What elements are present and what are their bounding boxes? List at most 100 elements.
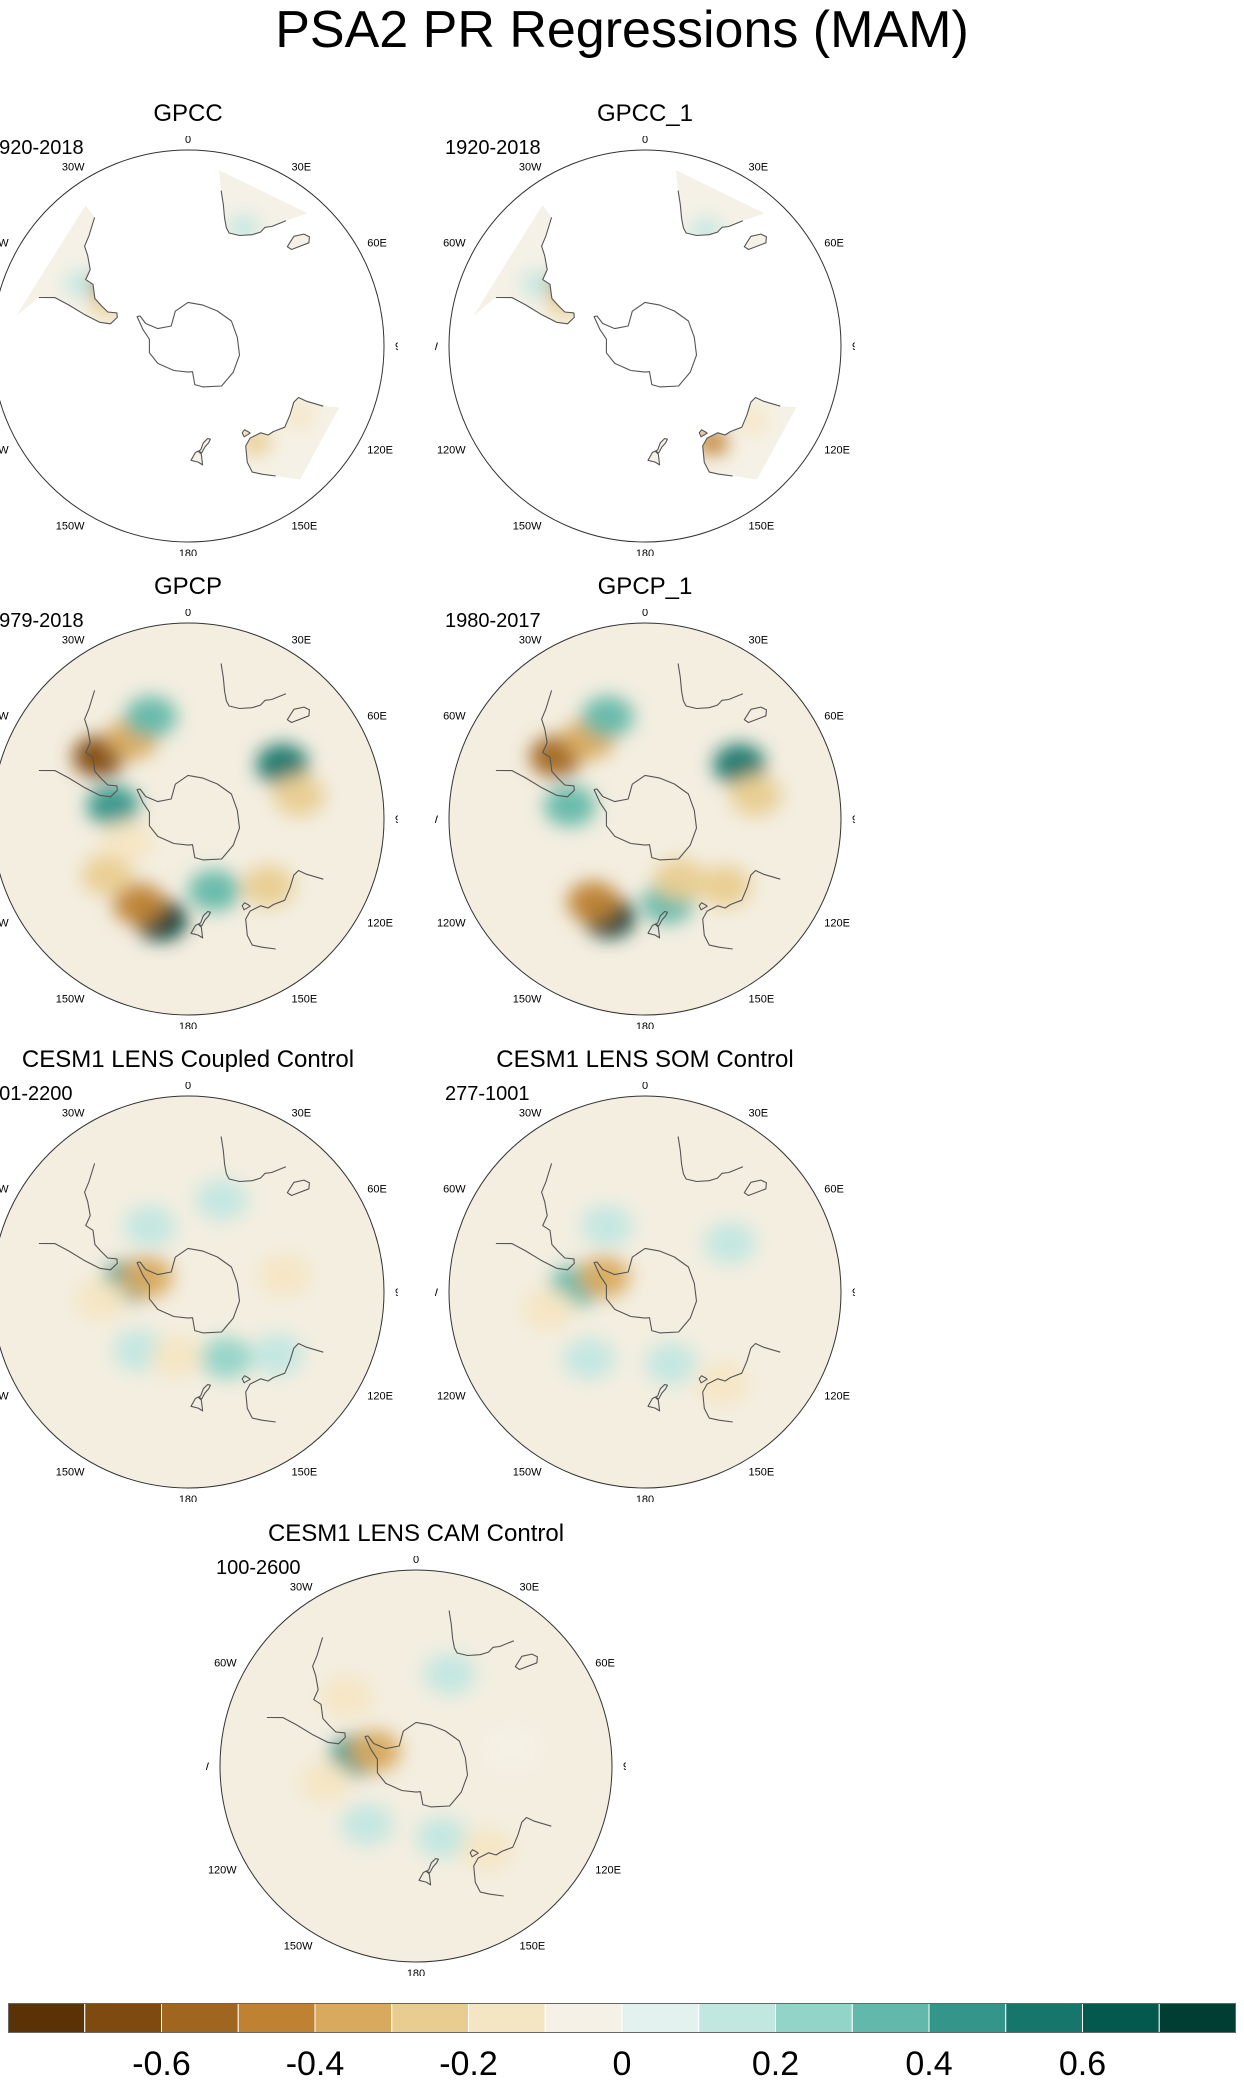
- longitude-label: 30W: [62, 635, 85, 647]
- polar-map: 030E60E90E120E150E180150W120W90W60W30W: [0, 1082, 398, 1502]
- coastline: [190, 923, 204, 939]
- longitude-label: 150E: [749, 520, 775, 532]
- coastline: [190, 1396, 204, 1412]
- map-panel-coupled: CESM1 LENS Coupled Control 0 30E 60E 90E 120E…: [0, 1046, 398, 1506]
- coastline: [495, 217, 575, 325]
- colorbar-swatch: [1158, 2003, 1236, 2034]
- colorbar-swatch: [1005, 2003, 1083, 2034]
- coastline: [593, 1247, 698, 1334]
- colorbar-swatch: [698, 2003, 776, 2034]
- panel-title: GPCP_1: [597, 573, 693, 600]
- regression-blob: [580, 1205, 633, 1247]
- coastline: [286, 1179, 310, 1197]
- map-panel-som: CESM1 LENS SOM Control 0 30E 60E 90E 120E 150E…: [435, 1046, 855, 1506]
- regression-blob: [578, 1256, 631, 1298]
- colorbar-swatch: [314, 2003, 393, 2034]
- longitude-label: 0: [642, 609, 648, 619]
- colorbar-swatch: [621, 2003, 700, 2034]
- polar-map: 030E60E90E120E150E180150W120W90W60W30W: [435, 136, 855, 556]
- polar-map: 030E60E90E120E150E180150W120W90W60W30W: [0, 609, 398, 1029]
- longitude-label: 30W: [62, 1108, 85, 1120]
- regression-blob: [416, 1816, 469, 1859]
- coastline: [241, 1375, 251, 1384]
- colorbar-swatch: [237, 2003, 316, 2034]
- regression-blob: [729, 774, 782, 817]
- longitude-label: 150E: [520, 1940, 546, 1952]
- coastline: [647, 450, 661, 466]
- colorbar-swatch: [775, 2003, 853, 2034]
- coastline: [677, 663, 744, 710]
- longitude-label: 60W: [443, 1184, 466, 1196]
- coastline: [495, 1163, 575, 1271]
- coastline: [698, 902, 708, 911]
- map-boundary: [448, 622, 842, 1016]
- panel-title: GPCC: [153, 100, 223, 127]
- longitude-label: 0: [185, 1082, 191, 1092]
- coastline: [647, 923, 661, 939]
- colorbar-tick-label: -0.6: [132, 2045, 191, 2083]
- coastline: [266, 1637, 346, 1745]
- coastline: [702, 869, 781, 950]
- longitude-label: 60E: [367, 238, 387, 250]
- polar-map: 030E60E90E120E150E180150W120W90W60W30W: [435, 609, 855, 1029]
- coastline: [245, 1342, 324, 1423]
- map-panel-gpcp1: GPCP_1 0 30E 60E 90E 120E 150E 180 150W 120W 90W 60…: [435, 573, 855, 1033]
- longitude-label: 180: [636, 548, 654, 556]
- regression-blob: [320, 1675, 373, 1718]
- longitude-label: 30E: [749, 1108, 769, 1120]
- longitude-label: 30E: [749, 635, 769, 647]
- coastline: [245, 396, 324, 477]
- regression-blob: [150, 1335, 203, 1378]
- panel-title: CESM1 LENS CAM Control: [267, 1520, 565, 1547]
- longitude-label: 120W: [0, 1391, 9, 1403]
- panel-title: GPCP: [153, 573, 222, 600]
- longitude-label: 120E: [824, 445, 850, 457]
- longitude-label: 150W: [513, 1466, 542, 1478]
- coastline: [495, 690, 575, 798]
- regression-blob: [123, 1205, 176, 1247]
- longitude-label: 150W: [56, 520, 85, 532]
- panel-period: 1979-2018: [0, 610, 84, 632]
- coastline: [136, 1247, 241, 1334]
- map-boundary: [0, 1095, 385, 1489]
- coastline: [286, 706, 310, 724]
- panel-period: 1920-2018: [445, 137, 541, 159]
- colorbar-swatch: [928, 2003, 1007, 2034]
- panel-period: 100-2600: [216, 1557, 301, 1579]
- coastline: [698, 429, 708, 438]
- coastline: [38, 1163, 118, 1271]
- regression-blob: [341, 1803, 393, 1846]
- panel-period: 1920-2018: [0, 137, 84, 159]
- regression-blob: [272, 774, 325, 817]
- coastline: [364, 1721, 469, 1808]
- regression-blob: [121, 1256, 174, 1298]
- longitude-label: 60W: [214, 1658, 237, 1670]
- longitude-label: 90W: [435, 814, 439, 826]
- regression-blob: [563, 1337, 615, 1380]
- coastline: [38, 217, 118, 325]
- coastline: [220, 190, 287, 237]
- colorbar-tick-label: 0: [613, 2045, 632, 2083]
- coastline: [677, 1136, 744, 1183]
- longitude-label: 0: [413, 1556, 419, 1566]
- regression-blob: [423, 1653, 476, 1695]
- coastline: [245, 869, 324, 950]
- colorbar-swatch: [468, 2003, 546, 2034]
- map-panel-gpcc1: GPCC_1 0 30E 60E 90E 120E 150E 180 150W 120W 90W 60…: [435, 100, 855, 560]
- coastline: [647, 1396, 661, 1412]
- regression-blob: [567, 881, 620, 923]
- longitude-label: 180: [179, 1494, 197, 1502]
- coastline: [136, 774, 241, 861]
- regression-blob: [100, 820, 153, 863]
- regression-blob: [653, 858, 706, 901]
- regression-blob: [522, 1288, 575, 1330]
- coastline: [677, 190, 744, 237]
- regression-blob: [242, 865, 295, 907]
- regression-blob: [113, 883, 165, 925]
- longitude-label: 120W: [0, 918, 9, 930]
- longitude-label: 180: [179, 1021, 197, 1029]
- coastline: [702, 1342, 781, 1423]
- longitude-label: 150W: [284, 1940, 313, 1952]
- regression-blob: [124, 695, 177, 738]
- colorbar-tick-label: 0.4: [905, 2045, 952, 2083]
